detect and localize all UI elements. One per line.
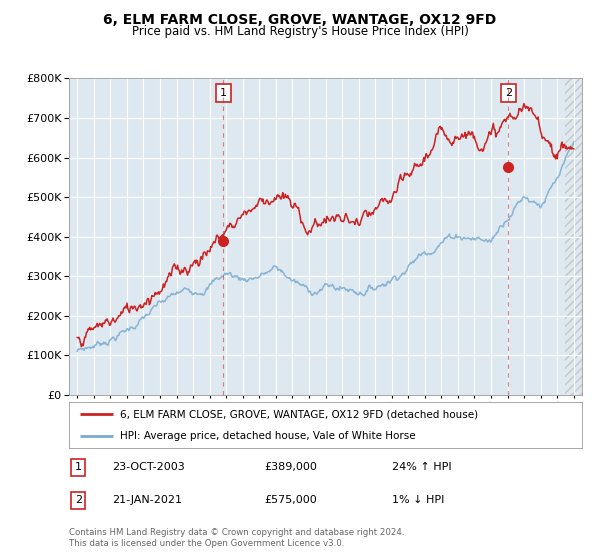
- Text: 1: 1: [75, 462, 82, 472]
- Text: 1% ↓ HPI: 1% ↓ HPI: [392, 495, 445, 505]
- Text: £389,000: £389,000: [264, 462, 317, 472]
- Text: 2: 2: [74, 495, 82, 505]
- Text: 2: 2: [505, 87, 512, 97]
- Text: 6, ELM FARM CLOSE, GROVE, WANTAGE, OX12 9FD: 6, ELM FARM CLOSE, GROVE, WANTAGE, OX12 …: [103, 13, 497, 27]
- Text: 24% ↑ HPI: 24% ↑ HPI: [392, 462, 452, 472]
- Text: £575,000: £575,000: [264, 495, 317, 505]
- Text: 6, ELM FARM CLOSE, GROVE, WANTAGE, OX12 9FD (detached house): 6, ELM FARM CLOSE, GROVE, WANTAGE, OX12 …: [121, 409, 478, 419]
- Text: 1: 1: [220, 87, 227, 97]
- Text: Price paid vs. HM Land Registry's House Price Index (HPI): Price paid vs. HM Land Registry's House …: [131, 25, 469, 39]
- Text: 23-OCT-2003: 23-OCT-2003: [113, 462, 185, 472]
- Text: HPI: Average price, detached house, Vale of White Horse: HPI: Average price, detached house, Vale…: [121, 431, 416, 441]
- Text: Contains HM Land Registry data © Crown copyright and database right 2024.
This d: Contains HM Land Registry data © Crown c…: [69, 528, 404, 548]
- Text: 21-JAN-2021: 21-JAN-2021: [113, 495, 182, 505]
